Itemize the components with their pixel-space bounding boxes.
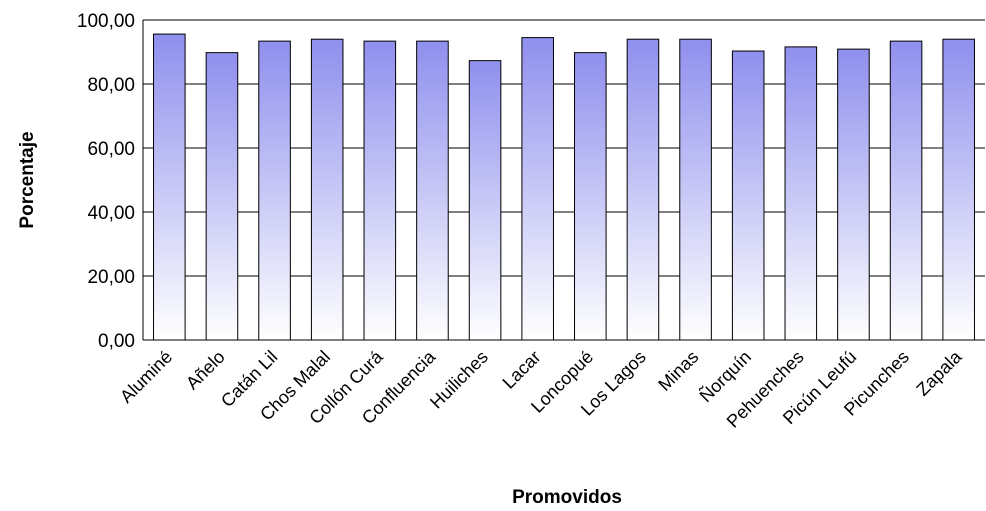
bar-9: [626, 38, 660, 341]
x-tick-label: Aluminé: [116, 347, 176, 407]
bar-1: [205, 52, 239, 341]
x-axis-title: Promovidos: [512, 487, 622, 508]
y-tick-label: 40,00: [87, 203, 135, 224]
y-axis-title: Porcentaje: [17, 131, 38, 228]
bar-2: [258, 40, 291, 341]
bar-14: [889, 40, 923, 341]
bar-0: [153, 33, 186, 341]
bar-12: [784, 46, 818, 341]
y-tick-labels: 0,00 20,00 40,00 60,00 80,00 100,00: [77, 11, 135, 352]
bar-3: [310, 38, 344, 341]
bar-4: [363, 40, 397, 341]
bar-6: [468, 60, 502, 341]
bar-15: [942, 38, 975, 341]
y-tick-label: 0,00: [98, 331, 135, 352]
y-tick-label: 80,00: [87, 75, 135, 96]
x-tick-label: Añelo: [182, 347, 229, 394]
x-tick-label: Minas: [654, 347, 702, 395]
bar-5: [416, 40, 449, 341]
x-tick-label: Zapala: [912, 346, 966, 400]
y-tick-label: 20,00: [87, 267, 135, 288]
bar-7: [521, 37, 554, 341]
bar-13: [837, 48, 870, 341]
x-tick-label: Lacar: [499, 347, 545, 393]
bars: [143, 33, 985, 341]
y-tick-label: 100,00: [77, 11, 135, 32]
bar-11: [731, 50, 765, 341]
bar-10: [679, 38, 712, 341]
y-tick-label: 60,00: [87, 139, 135, 160]
bar-8: [574, 52, 607, 341]
x-tick-label: Huiliches: [426, 347, 492, 413]
